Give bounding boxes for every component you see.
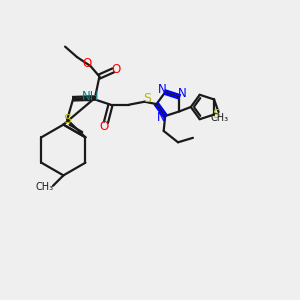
Text: N: N (178, 87, 187, 100)
Text: CH₃: CH₃ (35, 182, 54, 192)
Text: O: O (112, 62, 121, 76)
Text: S: S (63, 113, 71, 126)
Text: N: N (158, 83, 167, 96)
Text: O: O (99, 120, 109, 133)
Text: S: S (143, 92, 151, 105)
Text: NH: NH (82, 90, 99, 103)
Text: N: N (157, 111, 166, 124)
Text: CH₃: CH₃ (211, 113, 229, 123)
Text: O: O (82, 57, 92, 70)
Text: S: S (212, 108, 220, 121)
